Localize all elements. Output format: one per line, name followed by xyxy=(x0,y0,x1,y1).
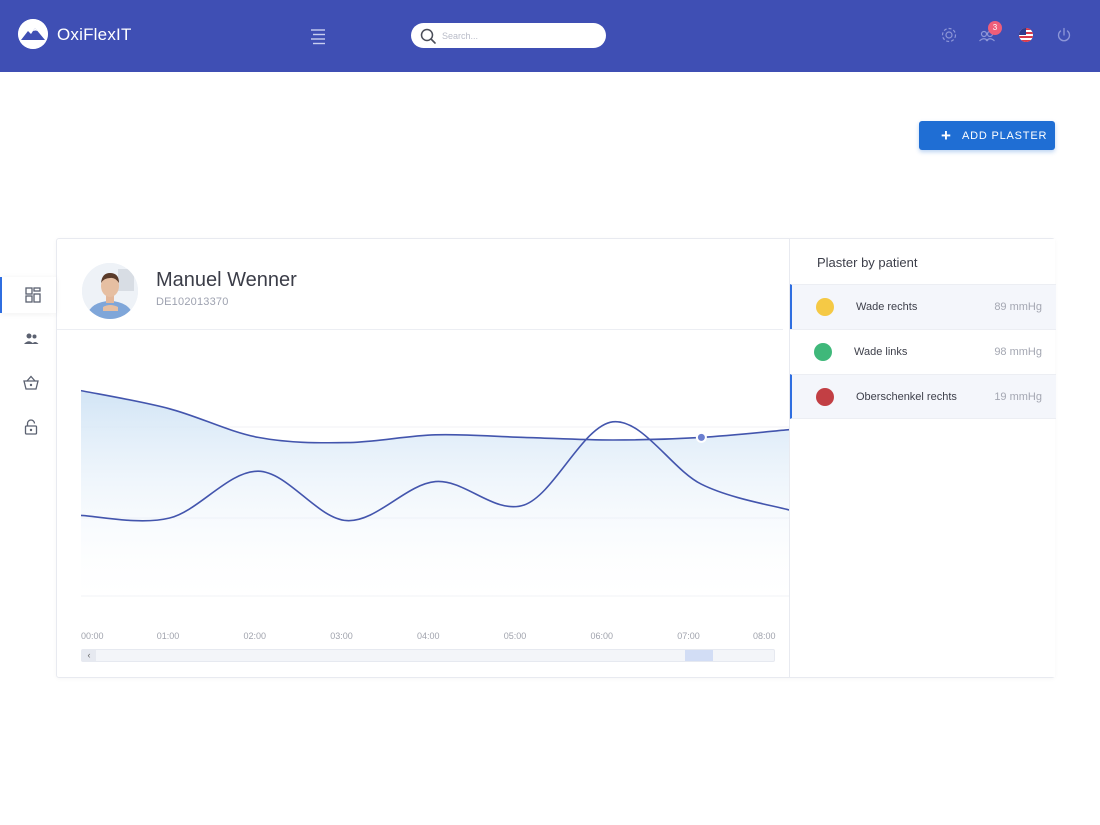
nav-users[interactable] xyxy=(0,321,56,357)
patient-name: Manuel Wenner xyxy=(156,269,297,291)
logo-mountain-icon[interactable] xyxy=(18,19,48,49)
status-dot xyxy=(816,298,834,316)
x-tick-label: 07:00 xyxy=(677,631,700,641)
add-plaster-label: ADD PLASTER xyxy=(962,130,1048,142)
x-tick-label: 01:00 xyxy=(156,631,180,641)
plus-icon: + xyxy=(941,126,951,145)
search-icon xyxy=(420,28,436,44)
plaster-item-wade-rechts[interactable]: Wade rechts 89 mmHg xyxy=(790,284,1056,329)
dashboard-icon xyxy=(25,287,41,303)
series-line-1[interactable] xyxy=(81,389,790,444)
patient-avatar xyxy=(82,263,138,319)
plaster-value: 89 mmHg xyxy=(994,301,1042,313)
search-input[interactable] xyxy=(442,27,597,44)
menu-toggle-icon[interactable] xyxy=(308,27,328,45)
settings-gear-icon[interactable] xyxy=(939,25,959,45)
patient-id: DE102013370 xyxy=(156,296,229,308)
basket-icon xyxy=(23,375,39,390)
x-tick-label: 04:00 xyxy=(417,631,440,641)
plaster-name: Wade links xyxy=(854,346,908,358)
chart-scrollbar[interactable]: ‹ xyxy=(81,649,775,662)
plaster-value: 98 mmHg xyxy=(994,346,1042,358)
add-plaster-button[interactable]: + ADD PLASTER xyxy=(919,121,1055,150)
brand-name: OxiFlexIT xyxy=(57,25,132,44)
top-bar: OxiFlexIT 3 xyxy=(0,0,1100,72)
x-tick-label: 06:00 xyxy=(590,631,614,641)
plaster-name: Oberschenkel rechts xyxy=(856,391,957,403)
nav-security[interactable] xyxy=(0,409,56,445)
patient-card: Manuel Wenner DE102013370 00:00 01:00 02:0… xyxy=(56,238,1056,678)
plaster-panel-title: Plaster by patient xyxy=(817,255,918,270)
scroll-thumb[interactable] xyxy=(685,650,713,661)
plaster-panel: Plaster by patient Wade rechts 89 mmHg W… xyxy=(789,239,1056,677)
header-divider xyxy=(57,329,783,330)
x-tick-label: 05:00 xyxy=(503,631,527,641)
power-icon[interactable] xyxy=(1054,25,1074,45)
users-icon xyxy=(24,333,39,344)
plaster-item-oberschenkel-rechts[interactable]: Oberschenkel rechts 19 mmHg xyxy=(790,374,1056,419)
search-box xyxy=(411,23,606,48)
series-area xyxy=(81,390,790,609)
nav-shop[interactable] xyxy=(0,365,56,401)
notification-badge: 3 xyxy=(988,21,1002,35)
pressure-chart[interactable] xyxy=(81,349,790,629)
x-tick-label: 08:00 xyxy=(753,631,776,641)
plaster-item-wade-links[interactable]: Wade links 98 mmHg xyxy=(790,329,1056,374)
status-dot xyxy=(816,388,834,406)
plaster-value: 19 mmHg xyxy=(994,391,1042,403)
x-tick-label: 00:00 xyxy=(81,631,104,641)
highlight-point[interactable] xyxy=(695,431,707,443)
x-tick-label: 02:00 xyxy=(243,631,267,641)
status-dot xyxy=(814,343,832,361)
nav-dashboard[interactable] xyxy=(0,277,56,313)
us-flag-icon[interactable] xyxy=(1016,25,1036,45)
lock-icon xyxy=(24,419,38,435)
scroll-left-arrow-icon[interactable]: ‹ xyxy=(82,650,96,661)
plaster-name: Wade rechts xyxy=(856,301,918,313)
x-tick-label: 03:00 xyxy=(330,631,353,641)
series-line-2[interactable] xyxy=(81,420,790,522)
